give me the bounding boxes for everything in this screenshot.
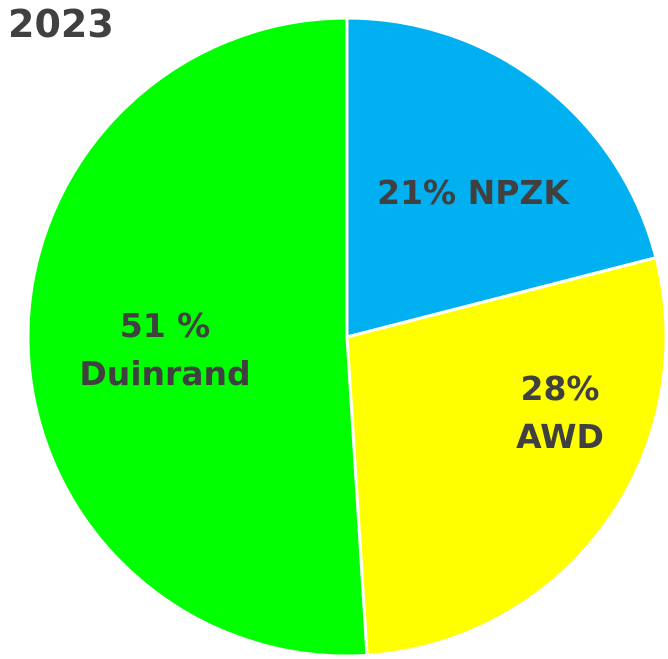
chart-title: 2023 [8, 2, 114, 46]
data-label: 51 % Duinrand [79, 306, 251, 393]
data-label: 28% AWD [516, 369, 604, 456]
pie-slice [345, 255, 668, 657]
data-label: 21% NPZK [377, 173, 569, 213]
pie-slice [345, 16, 658, 339]
pie-slice [26, 16, 369, 658]
